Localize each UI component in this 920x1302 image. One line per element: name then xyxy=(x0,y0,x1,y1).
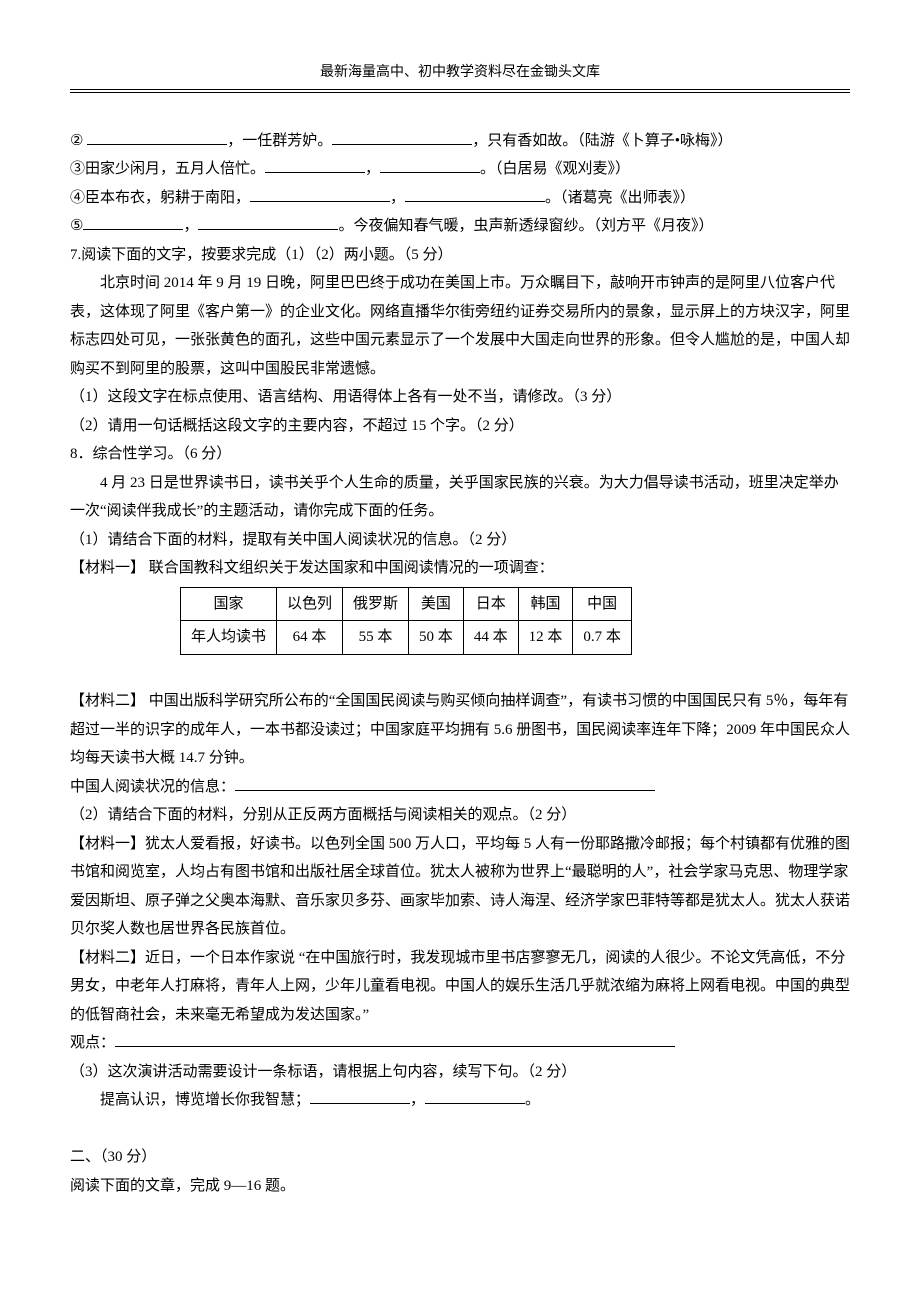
blank[interactable] xyxy=(265,157,365,173)
col-israel: 以色列 xyxy=(277,587,343,621)
blank[interactable] xyxy=(425,1088,525,1104)
col-korea: 韩国 xyxy=(518,587,573,621)
q8-slogan: 提高认识，博览增长你我智慧；，。 xyxy=(70,1086,850,1115)
label: 中国人阅读状况的信息： xyxy=(70,779,235,795)
reading-survey-table: 国家 以色列 俄罗斯 美国 日本 韩国 中国 年人均读书 64 本 55 本 5… xyxy=(180,587,632,655)
q8-sub1: （1）请结合下面的材料，提取有关中国人阅读状况的信息。（2 分） xyxy=(70,526,850,555)
blank[interactable] xyxy=(332,129,472,145)
q8-title: 8．综合性学习。（6 分） xyxy=(70,440,850,469)
text: ，只有香如故。（陆游《卜算子•咏梅》） xyxy=(472,133,732,149)
fill-q2: ② ，一任群芳妒。，只有香如故。（陆游《卜算子•咏梅》） xyxy=(70,127,850,156)
blank[interactable] xyxy=(250,186,390,202)
fill-q5: ⑤，。今夜偏知春气暖，虫声新透绿窗纱。（刘方平《月夜》） xyxy=(70,212,850,241)
q8-mat2: 【材料二】 中国出版科学研究所公布的“全国国民阅读与购买倾向抽样调查”，有读书习… xyxy=(70,687,850,773)
q8-info-line: 中国人阅读状况的信息： xyxy=(70,773,850,802)
text: ④臣本布衣，躬耕于南阳， xyxy=(70,190,250,206)
q8-sub2: （2）请结合下面的材料，分别从正反两方面概括与阅读相关的观点。（2 分） xyxy=(70,801,850,830)
q7-sub1: （1）这段文字在标点使用、语言结构、用语得体上各有一处不当，请修改。（3 分） xyxy=(70,383,850,412)
q8-sub3: （3）这次演讲活动需要设计一条标语，请根据上句内容，续写下句。（2 分） xyxy=(70,1058,850,1087)
page-header: 最新海量高中、初中教学资料尽在金锄头文库 xyxy=(70,60,850,97)
blank[interactable] xyxy=(115,1031,675,1047)
col-japan: 日本 xyxy=(463,587,518,621)
cell: 55 本 xyxy=(343,621,409,655)
q7-sub2: （2）请用一句话概括这段文字的主要内容，不超过 15 个字。（2 分） xyxy=(70,412,850,441)
row-label: 年人均读书 xyxy=(181,621,277,655)
q8-mat2b: 【材料二】近日，一个日本作家说 “在中国旅行时，我发现城市里书店寥寥无几，阅读的… xyxy=(70,944,850,1030)
text: ⑤ xyxy=(70,218,83,234)
cell: 64 本 xyxy=(277,621,343,655)
col-russia: 俄罗斯 xyxy=(343,587,409,621)
col-country: 国家 xyxy=(181,587,277,621)
text: 。（白居易《观刈麦》） xyxy=(480,161,630,177)
text: ③田家少闲月，五月人倍忙。 xyxy=(70,161,265,177)
fill-q4: ④臣本布衣，躬耕于南阳，，。（诸葛亮《出师表》） xyxy=(70,184,850,213)
header-text: 最新海量高中、初中教学资料尽在金锄头文库 xyxy=(320,65,600,80)
q7-title: 7.阅读下面的文字，按要求完成（1）（2）两小题。（5 分） xyxy=(70,241,850,270)
table-row-header: 国家 以色列 俄罗斯 美国 日本 韩国 中国 xyxy=(181,587,632,621)
q8-mat1b: 【材料一】犹太人爱看报，好读书。以色列全国 500 万人口，平均每 5 人有一份… xyxy=(70,830,850,944)
blank[interactable] xyxy=(310,1088,410,1104)
blank[interactable] xyxy=(83,214,183,230)
blank[interactable] xyxy=(380,157,480,173)
cell: 12 本 xyxy=(518,621,573,655)
cell: 50 本 xyxy=(409,621,464,655)
text: 。（诸葛亮《出师表》） xyxy=(545,190,695,206)
blank[interactable] xyxy=(198,214,338,230)
label: 提高认识，博览增长你我智慧； xyxy=(100,1092,310,1108)
blank[interactable] xyxy=(235,775,655,791)
text: ，一任群芳妒。 xyxy=(227,133,332,149)
section2-title: 二、（30 分） xyxy=(70,1143,850,1172)
blank[interactable] xyxy=(87,129,227,145)
cell: 0.7 本 xyxy=(573,621,632,655)
text: 。今夜偏知春气暖，虫声新透绿窗纱。（刘方平《月夜》） xyxy=(338,218,713,234)
col-usa: 美国 xyxy=(409,587,464,621)
cell: 44 本 xyxy=(463,621,518,655)
blank[interactable] xyxy=(405,186,545,202)
q8-view-line: 观点： xyxy=(70,1029,850,1058)
section2-lead: 阅读下面的文章，完成 9—16 题。 xyxy=(70,1172,850,1201)
table-row-values: 年人均读书 64 本 55 本 50 本 44 本 12 本 0.7 本 xyxy=(181,621,632,655)
fill-q3: ③田家少闲月，五月人倍忙。，。（白居易《观刈麦》） xyxy=(70,155,850,184)
header-rule xyxy=(70,89,850,93)
label: 观点： xyxy=(70,1035,115,1051)
col-china: 中国 xyxy=(573,587,632,621)
q8-mat1-title: 【材料一】 联合国教科文组织关于发达国家和中国阅读情况的一项调查： xyxy=(70,554,850,583)
q7-body: 北京时间 2014 年 9 月 19 日晚，阿里巴巴终于成功在美国上市。万众瞩目… xyxy=(70,269,850,383)
q8-intro: 4 月 23 日是世界读书日，读书关乎个人生命的质量，关乎国家民族的兴衰。为大力… xyxy=(70,469,850,526)
